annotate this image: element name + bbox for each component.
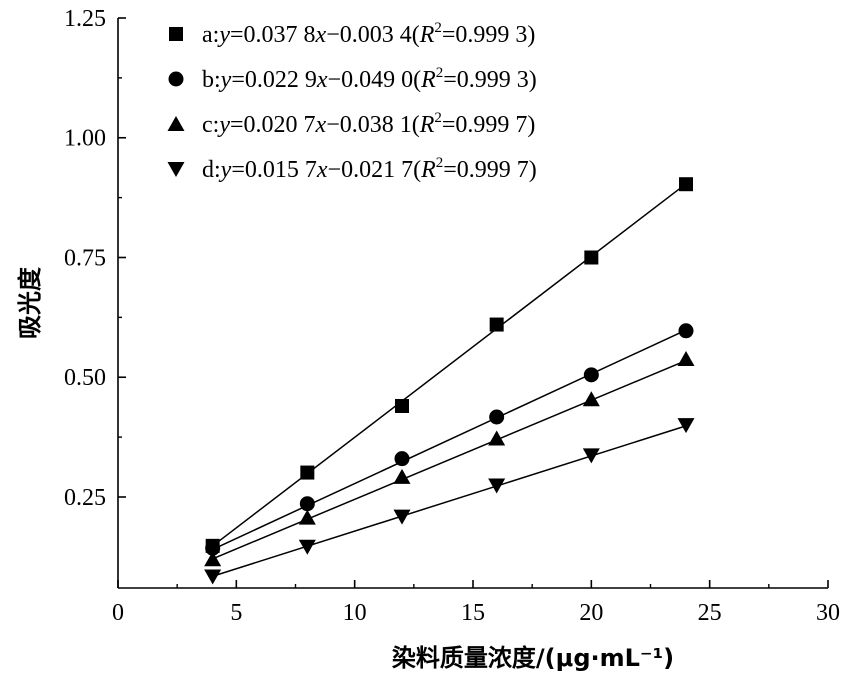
data-point-b [678,323,694,339]
x-axis-title: 染料质量浓度/(μg·mL⁻¹) [392,644,674,672]
data-point-d [677,418,695,434]
data-points [204,177,695,585]
data-point-a [584,250,599,265]
x-tick-label: 10 [343,600,367,626]
data-point-d [393,509,411,525]
legend-entry-d: d:y=0.015 7x−0.021 7(R2=0.999 7) [202,155,537,183]
data-point-a [679,177,693,192]
data-point-c [298,509,316,525]
fit-lines [212,183,687,577]
x-tick-label: 5 [230,600,242,626]
data-point-d [582,448,600,464]
data-point-a [489,317,504,332]
fit-line-b [212,329,687,551]
fit-line-a [212,183,687,547]
fit-line-c [212,359,687,560]
legend-marker-c [167,116,185,131]
y-axis-title: 吸光度 [16,266,44,339]
data-point-c [488,430,506,446]
data-point-d [488,478,506,494]
y-tick-label: 0.50 [64,365,106,391]
y-tick-label: 1.25 [64,6,106,32]
data-point-a [395,398,409,413]
y-tick-label: 0.75 [64,245,106,271]
data-point-b [299,496,315,512]
legend-entry-a: a:y=0.037 8x−0.003 4(R2=0.999 3) [202,20,535,48]
data-point-c [204,551,222,567]
legend-entry-c: c:y=0.020 7x−0.038 1(R2=0.999 7) [202,110,535,138]
data-point-c [582,391,600,407]
legend-entry-b: b:y=0.022 9x−0.049 0(R2=0.999 3) [202,65,537,93]
data-point-b [489,409,505,425]
x-tick-label: 30 [816,600,840,626]
x-tick-label: 25 [698,600,722,626]
legend-marker-b [168,71,184,87]
data-point-d [298,539,316,555]
x-tick-label: 20 [579,600,603,626]
data-point-c [393,468,411,484]
legend: a:y=0.037 8x−0.003 4(R2=0.999 3) b:y=0.02… [167,20,537,183]
data-point-d [204,569,222,585]
data-point-a [300,465,315,480]
data-point-b [583,367,599,383]
legend-marker-a [169,27,183,41]
x-tick-label: 0 [112,600,124,626]
y-tick-label: 1.00 [64,126,106,152]
fit-line-d [212,425,687,577]
data-point-b [205,540,221,556]
data-point-b [394,451,410,467]
x-tick-label: 15 [461,600,485,626]
data-point-c [677,351,695,367]
y-tick-label: 0.25 [64,485,106,511]
axes: 0 5 10 15 20 25 30 0.25 0.50 0.75 1.00 1.25 [64,6,840,626]
legend-marker-d [167,162,185,177]
